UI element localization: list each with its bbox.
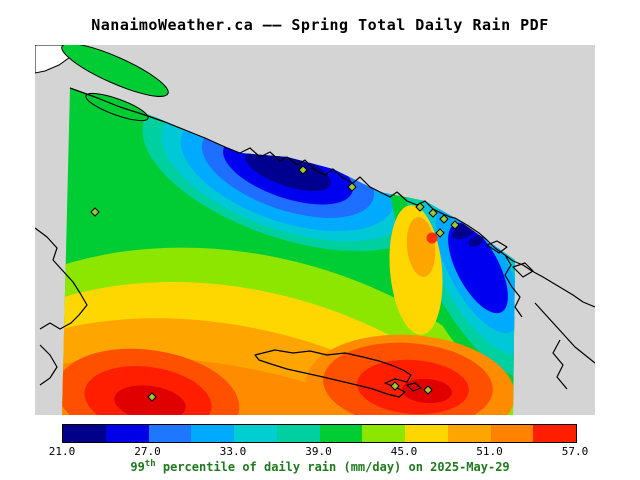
contour-band	[406, 217, 436, 277]
page-title: NanaimoWeather.ca —— Spring Total Daily …	[91, 16, 549, 34]
coastline-lower-right	[552, 339, 568, 390]
tick-label: 39.0	[305, 445, 332, 458]
station-marker	[423, 385, 433, 395]
colorbar-band	[105, 425, 149, 442]
coastline-left-shore	[39, 344, 58, 386]
coastline-left-shore	[35, 227, 88, 330]
caption-superscript: th	[144, 459, 156, 469]
colorbar-band	[362, 425, 405, 442]
caption-text: percentile of daily rain (mm/day) on 202…	[155, 460, 510, 474]
contour-band	[426, 232, 438, 244]
colorbar-tick-labels: 21.0 27.0 33.0 39.0 45.0 51.0 57.0	[49, 445, 589, 458]
contour-band	[245, 148, 331, 192]
colorbar-band	[234, 425, 277, 442]
coastline-islet	[406, 382, 422, 392]
station-markers	[90, 165, 460, 402]
tick-label: 27.0	[134, 445, 161, 458]
station-marker	[390, 381, 400, 391]
coastlines	[35, 87, 595, 398]
colorbar-band	[191, 425, 234, 442]
colorbar-band	[148, 425, 192, 442]
colorbar	[62, 424, 577, 443]
colorbar-band	[490, 425, 534, 442]
station-marker	[90, 207, 100, 217]
tick-label: 33.0	[219, 445, 247, 458]
coastline-islet	[512, 262, 534, 278]
tick-label: 57.0	[561, 445, 589, 458]
station-marker	[415, 202, 425, 212]
colorbar-band	[447, 425, 491, 442]
station-marker	[147, 392, 157, 402]
contour-band	[468, 235, 484, 247]
coastline-inlet	[504, 254, 523, 318]
contour-band	[114, 385, 186, 415]
station-marker	[435, 228, 445, 238]
station-marker	[439, 214, 449, 224]
station-marker	[428, 208, 438, 218]
tick-label: 51.0	[476, 445, 503, 458]
station-marker	[450, 220, 460, 230]
caption-prefix: 99	[130, 460, 145, 474]
station-marker	[347, 182, 357, 192]
colorbar-band	[276, 425, 320, 442]
coastline-mainland-right	[454, 217, 595, 308]
contour-map-svg	[35, 45, 595, 415]
coastline-island-bottom	[254, 349, 412, 398]
colorbar-band	[533, 425, 576, 442]
island-data-patch	[61, 45, 169, 97]
colorbar-band	[319, 425, 363, 442]
caption: 99th percentile of daily rain (mm/day) o…	[0, 459, 640, 474]
coastline-mainland-top	[69, 87, 456, 219]
station-marker	[298, 165, 308, 175]
coastline-lower-right	[534, 302, 595, 364]
colorbar-band	[63, 425, 106, 442]
tick-label: 21.0	[48, 445, 76, 458]
map-canvas	[35, 45, 595, 415]
contour-band	[448, 222, 508, 314]
colorbar-band	[405, 425, 448, 442]
coastline-islet	[486, 240, 508, 254]
tick-label: 45.0	[390, 445, 418, 458]
